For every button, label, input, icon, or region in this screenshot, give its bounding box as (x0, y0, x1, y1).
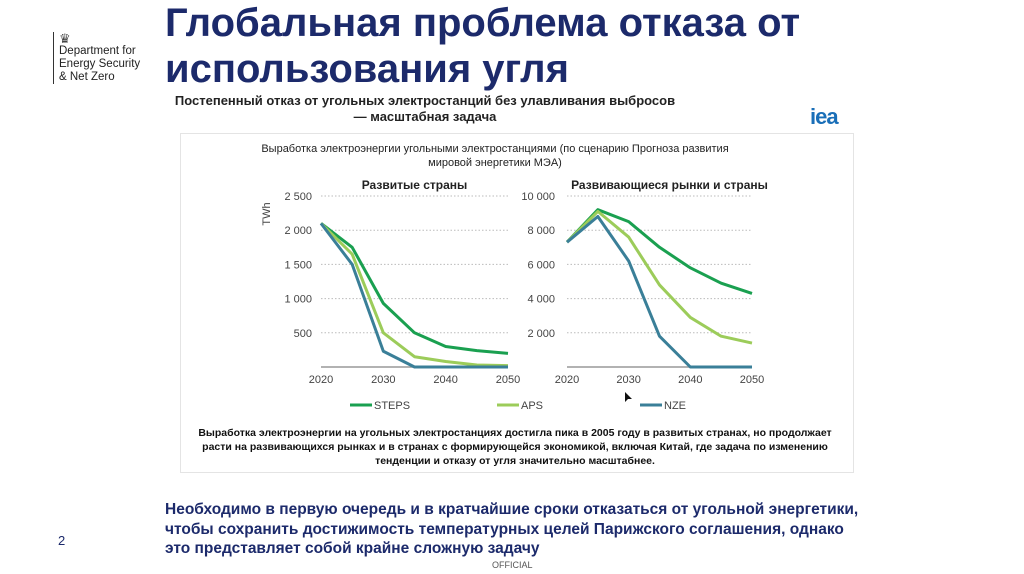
logo-line: Department for (59, 45, 136, 57)
y-tick-label: 1 500 (284, 259, 312, 271)
x-tick-label: 2020 (309, 374, 333, 386)
chart-title: Выработка электроэнергии угольными элект… (261, 143, 729, 169)
iea-logo: iea (810, 104, 839, 129)
y-tick-label: 500 (294, 328, 312, 340)
panel-title: Развитые страны (362, 178, 468, 192)
series-line-steps (320, 222, 509, 355)
series-line-steps (565, 208, 753, 295)
y-tick-label: 8 000 (527, 225, 555, 237)
mouse-cursor-icon (625, 392, 632, 402)
crest-icon: ♛ (59, 31, 71, 46)
slide-title: Глобальная проблема отказа от использова… (165, 1, 801, 91)
x-tick-label: 2050 (740, 374, 764, 386)
department-logo: ♛ Department for Energy Security & Net Z… (53, 32, 140, 84)
logo-line: & Net Zero (59, 71, 115, 83)
x-tick-label: 2040 (433, 374, 457, 386)
series-line-nze (319, 222, 508, 369)
legend-label: STEPS (374, 400, 410, 412)
x-tick-label: 2020 (555, 374, 579, 386)
x-tick-label: 2040 (678, 374, 702, 386)
series-line-nze (566, 215, 752, 369)
y-tick-label: 2 000 (527, 328, 555, 340)
y-tick-label: 10 000 (521, 191, 555, 203)
conclusion-text: Необходимо в первую очередь и в кратчайш… (165, 501, 859, 557)
page-number: 2 (58, 533, 66, 548)
x-tick-label: 2030 (616, 374, 640, 386)
slide-subtitle: Постепенный отказ от угольных электроста… (174, 93, 676, 124)
y-tick-label: 4 000 (527, 294, 555, 306)
series-line-aps (319, 222, 509, 368)
panel-title: Развивающиеся рынки и страны (571, 178, 768, 192)
x-tick-label: 2050 (496, 374, 520, 386)
series-line-aps (565, 209, 753, 345)
logo-line: Energy Security (59, 58, 141, 70)
x-tick-label: 2030 (371, 374, 395, 386)
y-tick-label: 1 000 (284, 294, 312, 306)
chart-panel (180, 133, 854, 473)
y-tick-label: 6 000 (527, 259, 555, 271)
y-axis-label: TWh (261, 202, 273, 225)
legend-label: APS (521, 400, 543, 412)
y-tick-label: 2 000 (284, 225, 312, 237)
y-tick-label: 2 500 (284, 191, 312, 203)
footer-label: OFFICIAL (492, 560, 533, 570)
chart-caption: Выработка электроэнергии на угольных эле… (198, 427, 832, 467)
legend-label: NZE (664, 400, 686, 412)
